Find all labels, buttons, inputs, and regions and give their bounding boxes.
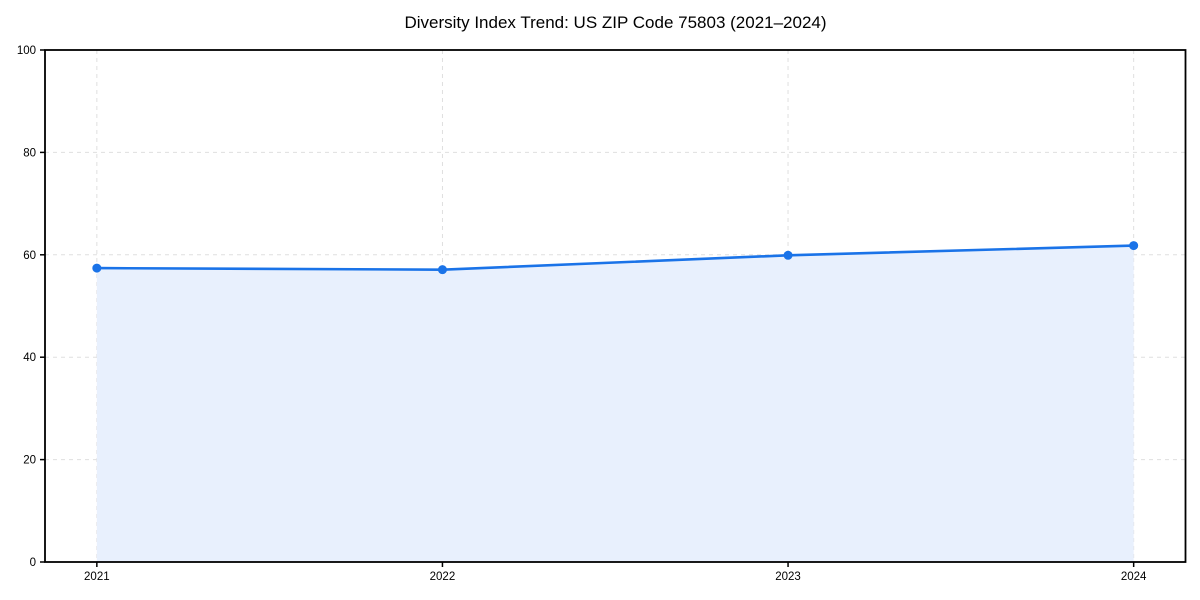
data-point [437,265,447,275]
x-tick-label: 2022 [430,571,456,583]
x-tick-label: 2024 [1121,571,1147,583]
y-tick-label: 80 [23,147,36,159]
area-fill [96,245,1134,563]
y-tick-label: 40 [23,352,36,364]
data-point [1129,241,1139,251]
chart-title: Diversity Index Trend: US ZIP Code 75803… [404,13,827,32]
plot-border [44,49,1187,563]
y-tick-label: 100 [17,45,36,57]
y-tick-label: 0 [30,557,36,569]
data-point [783,250,793,260]
y-tick-label: 20 [23,455,36,467]
x-tick-label: 2021 [84,571,110,583]
x-tick-label: 2023 [775,571,801,583]
data-point [92,263,102,273]
trend-line [95,244,1135,271]
y-tick-label: 60 [23,250,36,262]
